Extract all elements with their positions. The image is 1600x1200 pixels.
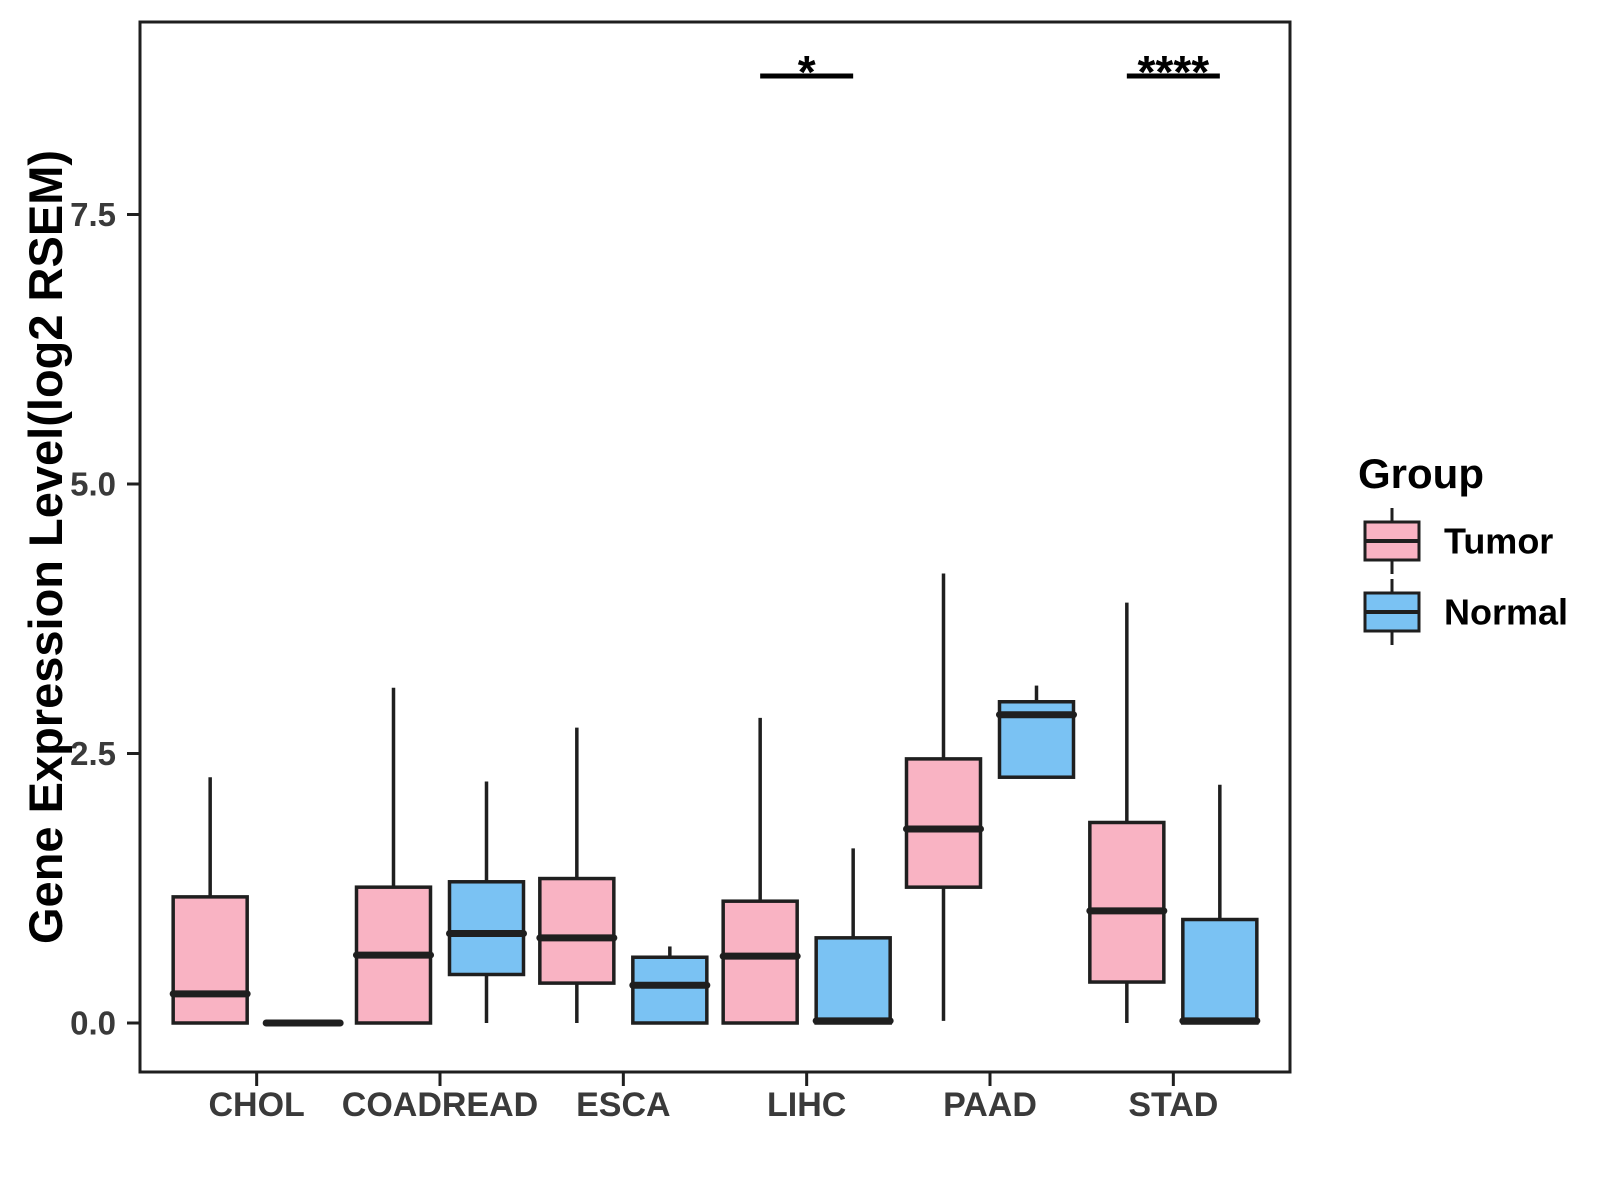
y-tick-label: 2.5 xyxy=(70,735,116,772)
box-tumor-ESCA xyxy=(538,876,616,985)
y-tick-label: 0.0 xyxy=(70,1005,116,1042)
x-tick-label: COADREAD xyxy=(342,1086,538,1124)
significance-star-LIHC: * xyxy=(798,46,816,98)
box-normal-LIHC xyxy=(814,936,892,1025)
y-tick-label: 7.5 xyxy=(70,196,116,233)
significance-star-STAD: **** xyxy=(1138,46,1210,98)
box-tumor-STAD xyxy=(1088,820,1166,984)
legend-label-normal: Normal xyxy=(1444,592,1568,633)
y-tick-label: 5.0 xyxy=(70,466,116,503)
box-tumor-CHOL xyxy=(171,895,249,1025)
x-tick-label: LIHC xyxy=(767,1086,846,1124)
box-tumor-LIHC xyxy=(721,899,799,1025)
legend-label-tumor: Tumor xyxy=(1444,521,1553,562)
x-tick-label: ESCA xyxy=(576,1086,670,1124)
panel-border xyxy=(138,20,1292,1074)
x-tick-label: CHOL xyxy=(209,1086,305,1124)
x-tick-label: STAD xyxy=(1128,1086,1218,1124)
box-tumor-PAAD xyxy=(904,757,983,889)
box-normal-ESCA xyxy=(631,955,709,1025)
x-tick-label: PAAD xyxy=(943,1086,1037,1124)
y-axis-title: Gene Expression Level(log2 RSEM) xyxy=(19,150,72,944)
box-normal-COADREAD xyxy=(447,880,526,977)
legend-title: Group xyxy=(1358,450,1484,497)
box-normal-STAD xyxy=(1181,917,1259,1025)
